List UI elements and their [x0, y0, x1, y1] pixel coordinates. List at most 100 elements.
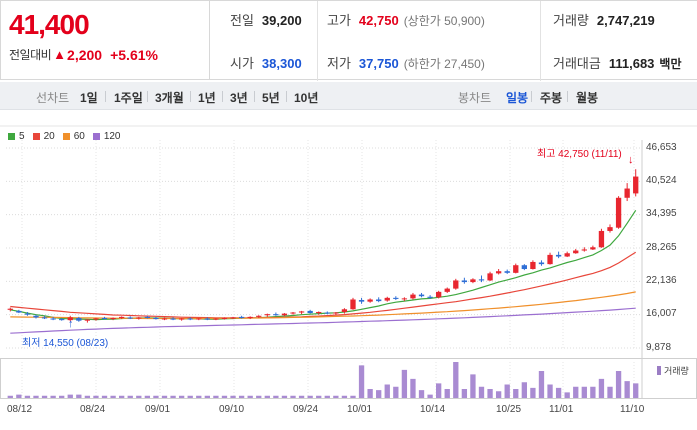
- candle-body: [453, 280, 459, 289]
- volume-bar: [307, 395, 313, 398]
- candle-chart-label: 봉차트: [458, 91, 492, 105]
- volume-bar: [221, 395, 228, 398]
- candle-daily[interactable]: 일봉: [506, 91, 529, 105]
- volume-bar: [256, 395, 262, 398]
- volume-bar: [461, 389, 468, 398]
- period-1d[interactable]: 1일: [80, 91, 98, 105]
- volume-bar: [487, 389, 493, 398]
- volume-bar: [178, 395, 185, 398]
- legend-ma60: 60: [62, 131, 85, 142]
- candle-body: [341, 309, 348, 312]
- candle-body: [204, 318, 210, 320]
- volume-bar: [281, 395, 288, 398]
- candle-body: [538, 262, 545, 265]
- x-tick: 11/01: [549, 404, 574, 415]
- volume-bar: [333, 395, 339, 398]
- candle-body: [273, 314, 279, 316]
- candle-body: [247, 316, 253, 318]
- y-tick: 40,524: [646, 175, 677, 186]
- period-3m[interactable]: 3개월: [155, 91, 184, 105]
- candle-body: [633, 176, 639, 194]
- volume-bar: [350, 395, 356, 398]
- volume-bar: [16, 394, 22, 398]
- candle-body: [230, 317, 236, 319]
- current-price: 41,400: [9, 9, 90, 40]
- volume-bar: [504, 384, 510, 398]
- volume-bar: [590, 386, 596, 398]
- volume-bar: [633, 383, 639, 398]
- volume-bar: [624, 381, 630, 398]
- candle-body: [196, 318, 202, 320]
- candle-body: [461, 280, 468, 283]
- volume-bar: [238, 395, 245, 398]
- stat-turnover: 거래대금 111,683 백만: [553, 56, 682, 71]
- volume-bar: [581, 386, 587, 398]
- min-price-label: 최저 14,550 (08/23): [22, 338, 109, 349]
- candle-body: [358, 300, 365, 302]
- period-10y[interactable]: 10년: [294, 91, 319, 105]
- period-5y[interactable]: 5년: [262, 91, 280, 105]
- volume-bar: [607, 386, 613, 398]
- ma20-line: [10, 251, 637, 319]
- price-panel: 41,400 전일대비 ▲ 2,200 +5.61%: [0, 0, 210, 80]
- candle-monthly[interactable]: 월봉: [576, 91, 599, 105]
- candle-body: [624, 188, 630, 198]
- max-price-label: 최고 42,750 (11/11): [537, 149, 622, 160]
- stat-low: 저가 37,750 (하한가 27,450): [327, 56, 485, 71]
- volume-bar: [615, 371, 622, 398]
- candle-body: [41, 317, 48, 319]
- candle-body: [573, 250, 579, 254]
- candle-body: [7, 308, 13, 310]
- divider: [540, 1, 541, 81]
- volume-bar: [247, 395, 253, 398]
- candle-body: [264, 314, 270, 316]
- volume-bar: [418, 390, 425, 398]
- volume-bar: [161, 395, 168, 398]
- volume-bar: [41, 395, 48, 398]
- chart-toolbar: 선차트 1일 1주일 3개월 1년 3년 5년 10년 봉차트 일봉 주봉 월봉: [0, 82, 697, 110]
- min-arrow-icon: ↑: [68, 318, 74, 330]
- price-change: 전일대비 ▲ 2,200 +5.61%: [9, 46, 158, 63]
- x-tick: 10/25: [496, 404, 522, 415]
- candle-weekly[interactable]: 주봉: [540, 91, 563, 105]
- volume-bar: [547, 384, 553, 398]
- candle-body: [393, 297, 399, 299]
- ma-legend: 5 20 60 120: [8, 131, 129, 142]
- volume-bar: [436, 383, 442, 398]
- candle-body: [119, 316, 125, 318]
- volume-bar: [598, 378, 605, 398]
- period-1y[interactable]: 1년: [198, 91, 216, 105]
- candle-body: [178, 318, 185, 320]
- volume-bar: [513, 389, 519, 398]
- candle-body: [76, 317, 82, 321]
- candle-body: [24, 313, 31, 315]
- volume-bar: [153, 395, 159, 398]
- stat-open: 시가 38,300: [230, 56, 302, 71]
- candle-body: [316, 311, 322, 314]
- legend-ma120: 120: [92, 131, 121, 142]
- candle-body: [127, 317, 133, 319]
- candle-body: [93, 318, 99, 320]
- volume-bar: [59, 395, 65, 398]
- volume-bar: [410, 378, 416, 398]
- x-tick: 11/10: [620, 404, 645, 415]
- volume-bar: [144, 395, 151, 398]
- period-3y[interactable]: 3년: [230, 91, 248, 105]
- volume-bar: [127, 395, 133, 398]
- volume-bar: [24, 395, 31, 398]
- volume-bar: [401, 369, 408, 398]
- candle-body: [598, 230, 605, 248]
- candle-body: [410, 294, 416, 299]
- volume-bar: [204, 395, 210, 398]
- x-tick: 08/24: [80, 404, 106, 415]
- volume-bar: [170, 395, 176, 398]
- candle-body: [350, 299, 356, 310]
- candle-body: [238, 316, 245, 318]
- candle-body: [564, 253, 570, 257]
- volume-bar: [316, 395, 322, 398]
- period-1w[interactable]: 1주일: [114, 91, 143, 105]
- candle-body: [101, 317, 108, 320]
- y-tick: 16,007: [646, 308, 677, 319]
- candle-body: [367, 299, 373, 302]
- volume-bar: [264, 395, 270, 398]
